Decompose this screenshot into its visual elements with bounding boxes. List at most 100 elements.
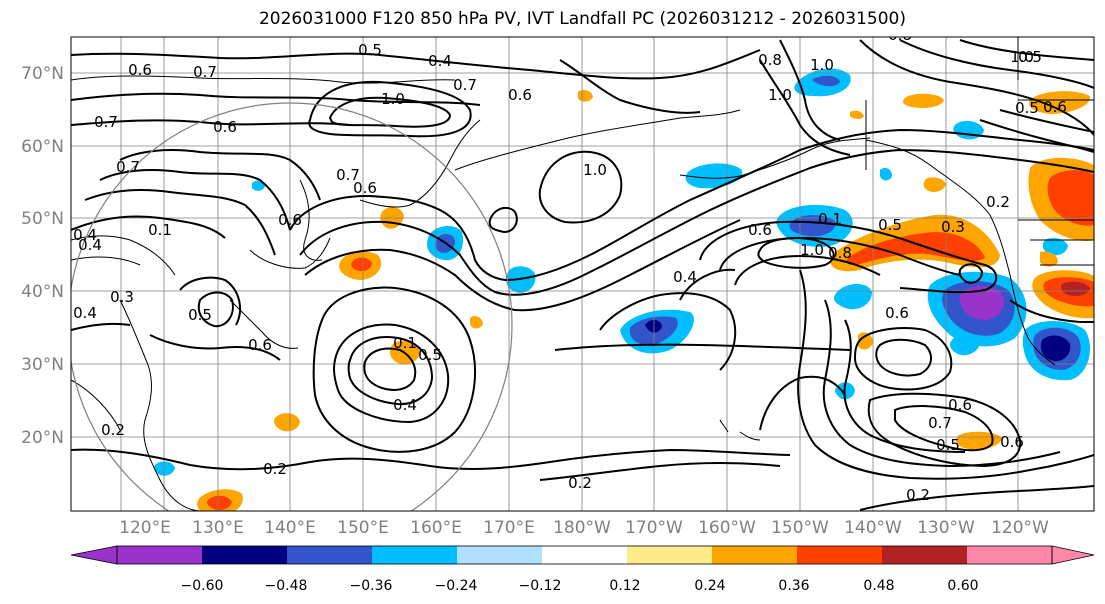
contour-label: 0.6	[278, 211, 302, 229]
contour-label: 0.6	[748, 221, 772, 239]
contour-label: 0.6	[1043, 98, 1067, 116]
contour-label: 0.5	[188, 306, 212, 324]
lat-label: 70°N	[21, 64, 64, 84]
lat-label: 30°N	[21, 355, 64, 375]
colorbar-segment	[372, 546, 457, 564]
colorbar-tick: −0.24	[435, 578, 478, 594]
colorbar-segment	[712, 546, 797, 564]
colorbar-tick: −0.12	[519, 578, 562, 594]
contour-labels: 0.6 0.70.50.40.70.61.00.7 0.60.70.4 0.10.40…	[73, 26, 1067, 504]
contour-label: 0.4	[393, 396, 417, 414]
contour-label: 0.1	[818, 210, 842, 228]
contour-label: 0.1	[393, 334, 417, 352]
contour-label: 1.0	[768, 86, 792, 104]
contour-label: 0.6	[213, 118, 237, 136]
contour-label: 0.5	[1018, 48, 1042, 66]
contour-label: 0.6	[1000, 433, 1024, 451]
contour-label: 1.0	[810, 56, 834, 74]
contour-label: 0.7	[116, 158, 140, 176]
lon-label: 120°W	[991, 518, 1049, 538]
range-ring	[71, 102, 513, 511]
colorbar	[70, 545, 1095, 565]
contour-label: 0.7	[193, 63, 217, 81]
lat-label: 60°N	[21, 137, 64, 157]
contour-label: 0.2	[263, 460, 287, 478]
contour-label: 0.8	[828, 244, 852, 262]
contour-label: 0.5	[418, 346, 442, 364]
lon-label: 170°E	[483, 518, 535, 538]
colorbar-segment	[457, 546, 542, 564]
contour-label: 0.4	[78, 236, 102, 254]
contour-label: 0.2	[986, 193, 1010, 211]
contour-label: 0.4	[673, 268, 697, 286]
colorbar-tick: −0.60	[181, 578, 224, 594]
colorbar-segment	[967, 546, 1052, 564]
colorbar-frame	[116, 545, 1053, 565]
colorbar-tick: 0.12	[609, 578, 640, 594]
map-title: 2026031000 F120 850 hPa PV, IVT Landfall…	[258, 9, 906, 29]
lon-label: 130°W	[917, 518, 975, 538]
contour-label: 0.2	[568, 474, 592, 492]
contour-label: 0.6	[885, 304, 909, 322]
lon-label: 160°W	[698, 518, 756, 538]
colorbar-segment	[542, 546, 627, 564]
contour-label: 1.0	[583, 161, 607, 179]
lon-label: 140°W	[844, 518, 902, 538]
colorbar-segment	[797, 546, 882, 564]
contour-label: 0.8	[758, 51, 782, 69]
colorbar-segment	[117, 546, 202, 564]
colorbar-segment	[202, 546, 287, 564]
contour-label: 0.2	[906, 486, 930, 504]
contour-label: 0.3	[110, 288, 134, 306]
contour-label: 0.3	[941, 218, 965, 236]
contour-label: 0.7	[94, 113, 118, 131]
contour-label: 0.8	[888, 26, 912, 44]
colorbar-extend-low	[70, 545, 118, 565]
contour-label: 1.0	[800, 241, 824, 259]
contour-label: 0.5	[358, 41, 382, 59]
colorbar-segment	[627, 546, 712, 564]
lon-label: 140°E	[264, 518, 316, 538]
colorbar-segment	[287, 546, 372, 564]
colorbar-extend-high	[1051, 545, 1095, 565]
contour-label: 0.6	[128, 61, 152, 79]
contour-label: 1.0	[381, 90, 405, 108]
contour-label: 0.5	[936, 436, 960, 454]
contour-label: 0.6	[353, 179, 377, 197]
contour-label: 0.4	[73, 226, 97, 244]
lat-label: 40°N	[21, 282, 64, 302]
colorbar-tick: 0.24	[694, 578, 725, 594]
lon-label: 150°E	[337, 518, 389, 538]
lat-label: 50°N	[21, 209, 64, 229]
contour-label: 0.4	[73, 304, 97, 322]
colorbar-tick: −0.36	[350, 578, 393, 594]
contour-label: 0.2	[101, 421, 125, 439]
longitude-labels: 120°E 130°E 140°E 150°E 160°E 170°E 180°…	[119, 518, 1049, 538]
contour-label: 0.6	[948, 396, 972, 414]
contour-label: 0.7	[453, 76, 477, 94]
map-area	[71, 37, 1094, 511]
colorbar-tick: 0.48	[863, 578, 894, 594]
colorbar-segment	[882, 546, 967, 564]
contour-label: 1.0	[1010, 48, 1034, 66]
lon-label: 120°E	[119, 518, 171, 538]
contour-label: 0.5	[1015, 99, 1039, 117]
map-frame	[70, 36, 1095, 512]
colorbar-tick: 0.60	[947, 578, 978, 594]
colorbar-ticks: −0.60 −0.48 −0.36 −0.24 −0.12 0.12 0.24 …	[181, 578, 979, 594]
contour-label: 0.6	[248, 336, 272, 354]
contour-label: 0.1	[148, 221, 172, 239]
latitude-labels: 70°N 60°N 50°N 40°N 30°N 20°N	[21, 64, 64, 448]
contour-label: 0.6	[508, 86, 532, 104]
colorbar-tick: 0.36	[778, 578, 809, 594]
lon-label: 130°E	[192, 518, 244, 538]
coastlines	[71, 37, 1094, 511]
colorbar-tick: −0.48	[265, 578, 308, 594]
lon-label: 150°W	[771, 518, 829, 538]
lon-label: 170°W	[625, 518, 683, 538]
contour-label: 0.7	[336, 166, 360, 184]
lon-label: 180°W	[553, 518, 611, 538]
contour-label: 0.7	[928, 414, 952, 432]
contour-label: 0.4	[428, 52, 452, 70]
